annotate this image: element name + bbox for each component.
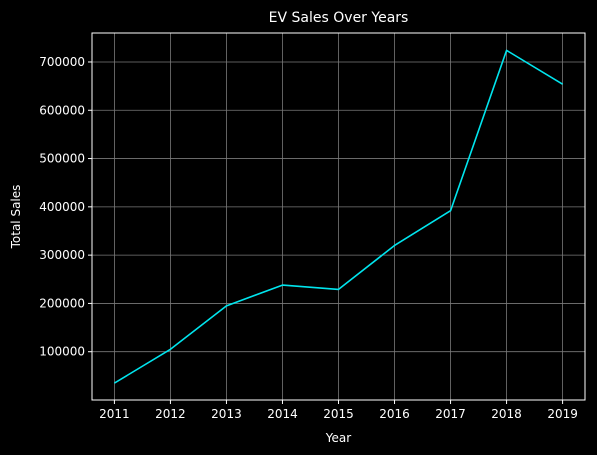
y-tick-label: 700000 bbox=[39, 55, 85, 69]
y-axis-ticks: 100000 200000 300000 400000 500000 600000 7000… bbox=[39, 55, 92, 359]
grid-lines bbox=[92, 33, 585, 400]
y-tick-label: 600000 bbox=[39, 103, 85, 117]
y-tick-label: 500000 bbox=[39, 152, 85, 166]
y-tick-label: 400000 bbox=[39, 200, 85, 214]
y-axis-label: Total Sales bbox=[9, 185, 23, 250]
x-tick-label: 2018 bbox=[491, 407, 522, 421]
x-tick-label: 2017 bbox=[435, 407, 466, 421]
x-tick-label: 2019 bbox=[547, 407, 578, 421]
x-tick-label: 2011 bbox=[99, 407, 130, 421]
x-tick-label: 2016 bbox=[379, 407, 410, 421]
y-tick-label: 100000 bbox=[39, 345, 85, 359]
series-line bbox=[113, 49, 564, 384]
chart-title: EV Sales Over Years bbox=[269, 10, 409, 26]
x-tick-label: 2015 bbox=[323, 407, 354, 421]
x-tick-label: 2014 bbox=[267, 407, 298, 421]
x-axis-ticks: 2011 2012 2013 2014 2015 2016 2017 2018 2019 bbox=[99, 400, 578, 421]
x-tick-label: 2012 bbox=[155, 407, 186, 421]
series-layer bbox=[113, 49, 564, 384]
y-tick-label: 300000 bbox=[39, 248, 85, 262]
x-tick-label: 2013 bbox=[211, 407, 242, 421]
x-axis-label: Year bbox=[325, 431, 351, 445]
y-tick-label: 200000 bbox=[39, 296, 85, 310]
